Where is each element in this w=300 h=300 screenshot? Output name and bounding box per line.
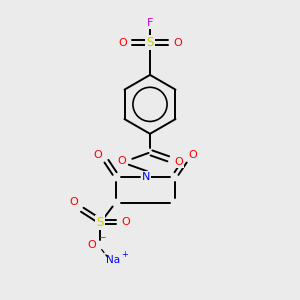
Text: O: O — [173, 38, 182, 47]
Text: S: S — [96, 216, 103, 229]
Text: O: O — [87, 240, 96, 250]
Text: Na: Na — [106, 255, 120, 266]
Text: F: F — [147, 18, 153, 28]
Text: O: O — [189, 150, 197, 160]
Text: N: N — [141, 172, 150, 182]
Text: O: O — [94, 150, 103, 160]
Text: O: O — [118, 38, 127, 47]
Text: +: + — [121, 250, 128, 259]
Text: −: − — [98, 232, 105, 241]
Text: O: O — [70, 197, 78, 207]
Text: O: O — [122, 217, 130, 227]
Text: O: O — [117, 156, 126, 166]
Text: O: O — [174, 157, 183, 167]
Text: S: S — [146, 36, 154, 49]
